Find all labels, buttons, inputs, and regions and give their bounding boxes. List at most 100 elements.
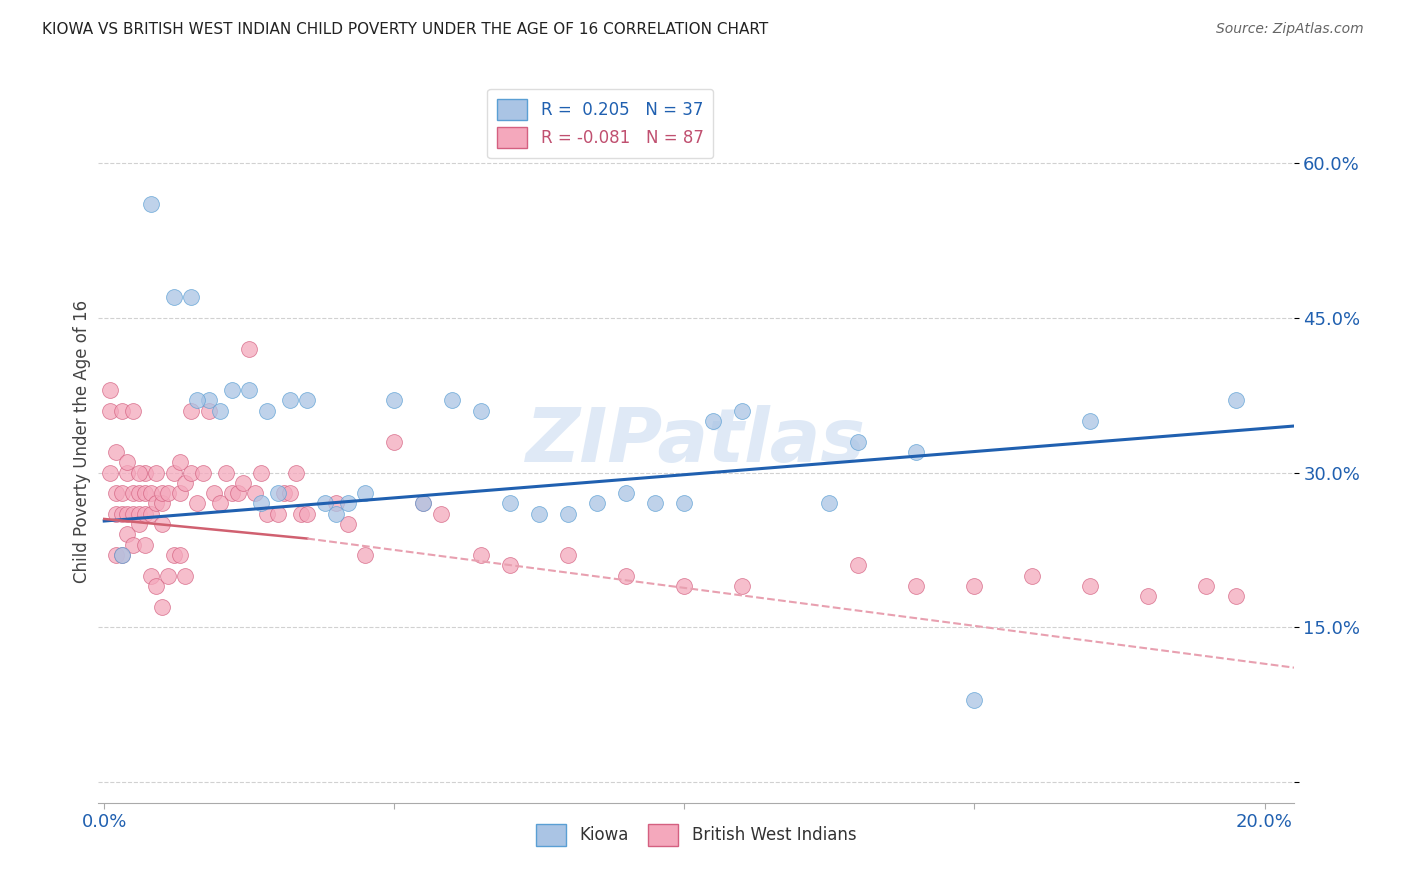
Point: [1225, 590, 1247, 604]
Point: [117, 455, 139, 469]
Point: [250, 466, 273, 480]
Point: [128, 517, 150, 532]
Point: [238, 342, 260, 356]
Point: [150, 496, 173, 510]
Point: [644, 496, 666, 510]
Point: [905, 445, 928, 459]
Point: [529, 507, 551, 521]
Point: [150, 517, 173, 532]
Point: [412, 496, 434, 510]
Point: [429, 507, 451, 521]
Point: [104, 445, 127, 459]
Point: [122, 403, 145, 417]
Point: [163, 548, 186, 562]
Point: [284, 466, 307, 480]
Point: [145, 466, 167, 480]
Point: [186, 496, 208, 510]
Point: [98, 383, 121, 397]
Point: [122, 538, 145, 552]
Point: [174, 475, 197, 490]
Point: [134, 507, 156, 521]
Point: [586, 496, 609, 510]
Point: [848, 434, 870, 449]
Point: [122, 486, 145, 500]
Point: [273, 486, 295, 500]
Point: [470, 403, 492, 417]
Point: [1195, 579, 1218, 593]
Point: [614, 486, 637, 500]
Point: [1080, 579, 1102, 593]
Point: [354, 486, 377, 500]
Point: [702, 414, 724, 428]
Point: [243, 486, 266, 500]
Point: [209, 403, 232, 417]
Point: [157, 486, 180, 500]
Point: [1137, 590, 1160, 604]
Point: [111, 486, 134, 500]
Point: [169, 455, 191, 469]
Point: [204, 486, 226, 500]
Point: [336, 496, 359, 510]
Point: [191, 466, 214, 480]
Point: [325, 496, 347, 510]
Point: [226, 486, 249, 500]
Point: [139, 507, 162, 521]
Point: [731, 403, 754, 417]
Point: [117, 466, 139, 480]
Point: [1225, 393, 1247, 408]
Point: [382, 393, 405, 408]
Point: [128, 507, 150, 521]
Legend: Kiowa, British West Indians: Kiowa, British West Indians: [529, 818, 863, 852]
Point: [1021, 568, 1043, 582]
Point: [134, 486, 156, 500]
Point: [818, 496, 841, 510]
Point: [174, 568, 197, 582]
Point: [117, 507, 139, 521]
Point: [673, 496, 696, 510]
Point: [278, 486, 301, 500]
Point: [336, 517, 359, 532]
Point: [256, 507, 278, 521]
Point: [557, 548, 579, 562]
Point: [354, 548, 377, 562]
Point: [134, 466, 156, 480]
Point: [963, 579, 986, 593]
Point: [98, 466, 121, 480]
Point: [382, 434, 405, 449]
Point: [197, 403, 219, 417]
Point: [180, 466, 202, 480]
Text: Source: ZipAtlas.com: Source: ZipAtlas.com: [1216, 22, 1364, 37]
Point: [139, 568, 162, 582]
Point: [441, 393, 464, 408]
Point: [221, 486, 243, 500]
Point: [169, 548, 191, 562]
Y-axis label: Child Poverty Under the Age of 16: Child Poverty Under the Age of 16: [73, 300, 91, 583]
Point: [139, 486, 162, 500]
Point: [499, 496, 522, 510]
Point: [104, 548, 127, 562]
Point: [111, 548, 134, 562]
Point: [180, 290, 202, 304]
Point: [150, 486, 173, 500]
Point: [905, 579, 928, 593]
Point: [197, 393, 219, 408]
Point: [163, 466, 186, 480]
Point: [232, 475, 254, 490]
Point: [499, 558, 522, 573]
Point: [297, 393, 319, 408]
Point: [557, 507, 579, 521]
Point: [117, 527, 139, 541]
Point: [412, 496, 434, 510]
Point: [278, 393, 301, 408]
Text: KIOWA VS BRITISH WEST INDIAN CHILD POVERTY UNDER THE AGE OF 16 CORRELATION CHART: KIOWA VS BRITISH WEST INDIAN CHILD POVER…: [42, 22, 769, 37]
Point: [731, 579, 754, 593]
Point: [614, 568, 637, 582]
Point: [848, 558, 870, 573]
Point: [297, 507, 319, 521]
Point: [209, 496, 232, 510]
Point: [325, 507, 347, 521]
Point: [215, 466, 238, 480]
Point: [267, 507, 290, 521]
Point: [180, 403, 202, 417]
Point: [104, 486, 127, 500]
